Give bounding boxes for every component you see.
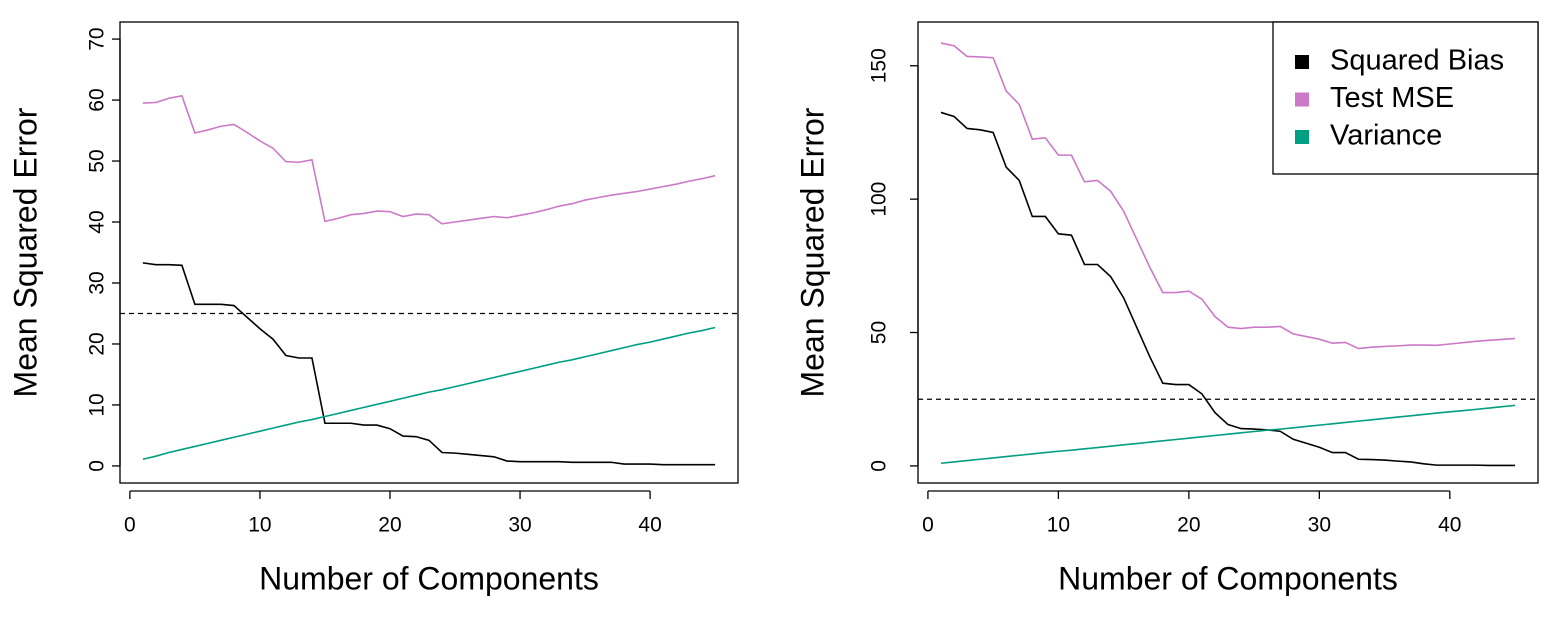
x-tick-label: 10 — [1047, 514, 1070, 537]
series-line — [940, 404, 1516, 465]
y-axis-label: Mean Squared Error — [7, 107, 43, 397]
x-tick-label: 40 — [1438, 514, 1461, 537]
legend-label: Squared Bias — [1330, 45, 1504, 77]
series-line — [142, 262, 716, 466]
x-tick-label: 40 — [638, 514, 661, 537]
y-tick-label: 20 — [86, 332, 109, 355]
series-line — [142, 94, 716, 225]
legend-swatch — [1295, 55, 1309, 69]
legend: Squared Bias Test MSE Variance — [1272, 21, 1539, 175]
plot-box — [119, 21, 739, 484]
y-tick-label: 50 — [86, 149, 109, 172]
x-tick-label: 0 — [124, 514, 136, 537]
x-axis-label: Number of Components — [259, 560, 599, 596]
series-line — [940, 42, 1516, 350]
y-tick-label: 100 — [868, 182, 891, 217]
y-tick-label: 150 — [868, 48, 891, 83]
x-tick-label: 20 — [378, 514, 401, 537]
y-tick-label: 0 — [868, 460, 891, 472]
x-tick-label: 20 — [1177, 514, 1200, 537]
y-tick-label: 70 — [86, 27, 109, 50]
legend-label: Variance — [1330, 120, 1442, 152]
y-axis-label: Mean Squared Error — [794, 107, 830, 397]
legend-swatch — [1295, 92, 1309, 107]
x-tick-label: 30 — [508, 514, 531, 537]
series-line — [940, 111, 1516, 467]
y-tick-label: 50 — [868, 321, 891, 344]
panel: 0 10 20 30 40 0 10 20 30 40 50 60 70 Number of Compon… — [7, 21, 739, 596]
y-tick-label: 10 — [86, 393, 109, 416]
y-tick-label: 0 — [86, 460, 109, 472]
panel: 0 10 20 30 40 0 50 100 150 Number of Components Me… — [794, 21, 1539, 596]
x-tick-label: 0 — [922, 514, 934, 537]
legend-box — [1272, 21, 1539, 175]
x-tick-label: 30 — [1308, 514, 1331, 537]
y-tick-label: 40 — [86, 210, 109, 233]
series-line — [142, 326, 716, 460]
legend-label: Test MSE — [1330, 82, 1454, 114]
x-axis-label: Number of Components — [1058, 560, 1398, 596]
legend-swatch — [1295, 130, 1309, 144]
x-tick-label: 10 — [248, 514, 271, 537]
y-tick-label: 30 — [86, 271, 109, 294]
y-tick-label: 60 — [86, 88, 109, 111]
